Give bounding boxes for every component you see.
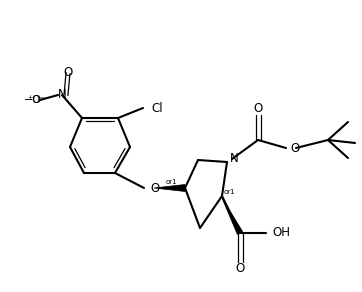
Text: O: O — [253, 102, 262, 116]
Text: O: O — [235, 262, 245, 274]
Polygon shape — [222, 198, 243, 234]
Text: N: N — [58, 88, 66, 102]
Text: O: O — [63, 67, 73, 79]
Text: O: O — [290, 142, 299, 154]
Text: −O: −O — [24, 95, 42, 105]
Text: or1: or1 — [224, 189, 236, 195]
Text: N: N — [230, 152, 239, 166]
Text: Cl: Cl — [151, 102, 163, 114]
Text: or1: or1 — [165, 179, 177, 185]
Text: O: O — [150, 182, 159, 194]
Text: ⁺O⁻: ⁺O⁻ — [27, 95, 45, 105]
Text: OH: OH — [272, 227, 290, 239]
Polygon shape — [154, 185, 185, 192]
